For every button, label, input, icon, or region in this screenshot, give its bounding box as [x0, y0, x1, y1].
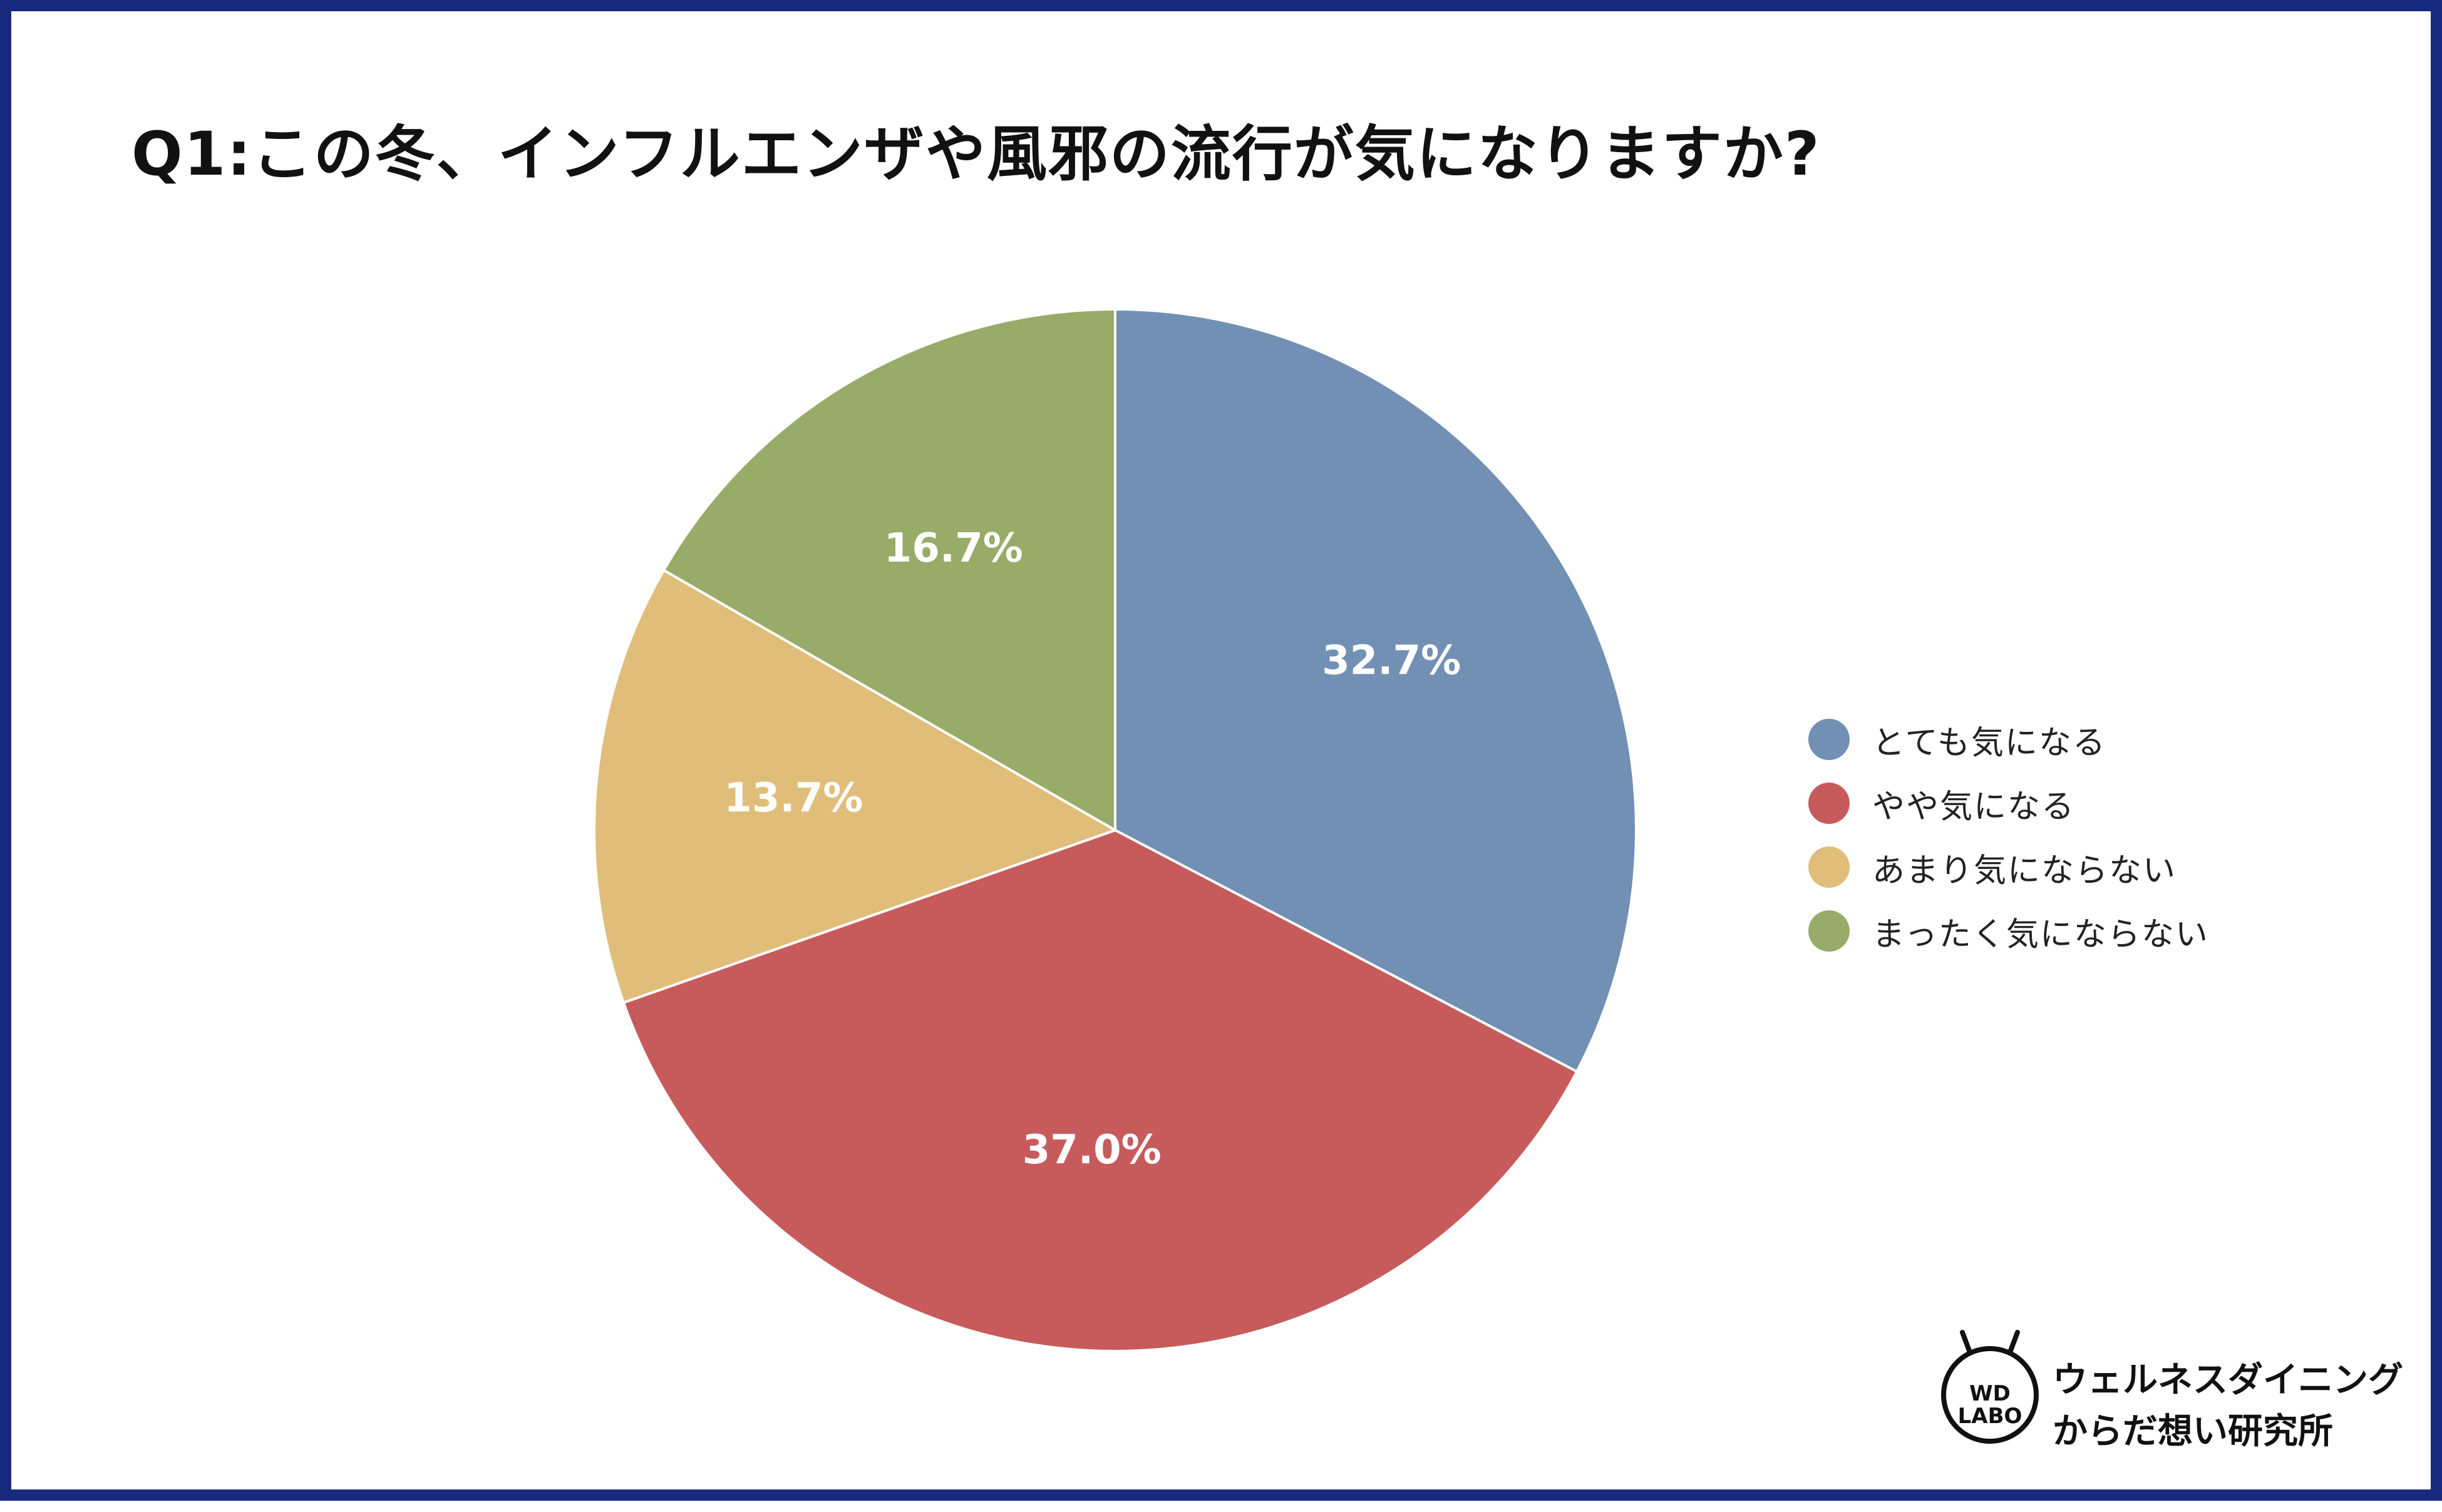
logo-text-line2: からだ想い研究所 [2053, 1411, 2333, 1452]
logo-mark-line2: LABO [1957, 1404, 2022, 1429]
wd-labo-logo: WD LABO ウェルネスダイニング からだ想い研究所 [1940, 1320, 2403, 1464]
pie-slice-2 [622, 828, 1579, 1353]
legend-item-4: まったく気にならない [1808, 899, 2209, 963]
pie-slice-label-2: 37.0% [1023, 1127, 1162, 1173]
legend-label-1: とても気になる [1872, 724, 2106, 762]
legend-item-2: やや気になる [1808, 771, 2209, 835]
legend-label-2: やや気になる [1872, 788, 2076, 826]
legend-swatch-2 [1808, 783, 1850, 824]
pie-chart: 32.7% 37.0% 13.7% 16.7% [593, 307, 1637, 1353]
legend-swatch-4 [1808, 910, 1850, 952]
chart-legend: とても気になる やや気になるあまり気にならない まったく気にならない [1808, 707, 2209, 963]
logo-mark-line1: WD [1969, 1381, 2011, 1406]
legend-label-4: まったく気にならない [1872, 915, 2209, 954]
pie-slice-1 [1114, 307, 1637, 1074]
logo-wordmark: ウェルネスダイニング からだ想い研究所 [2053, 1355, 2403, 1458]
pie-slice-3 [593, 568, 1118, 1004]
pie-slice-label-1: 32.7% [1322, 637, 1461, 684]
legend-label-3: あまり気にならない [1872, 851, 2177, 890]
legend-item-3: あまり気にならない [1808, 835, 2209, 899]
legend-swatch-1 [1808, 719, 1850, 760]
pie-slice-label-3: 13.7% [724, 775, 863, 821]
logo-mark-text: WD LABO [1940, 1382, 2040, 1427]
legend-swatch-3 [1808, 846, 1850, 888]
chart-title: Q1:この冬、インフルエンザや風邪の流行が気になりますか? [131, 119, 1821, 189]
legend-item-1: とても気になる [1808, 707, 2209, 771]
pie-slice-4 [662, 307, 1116, 833]
flask-icon [1941, 1330, 2039, 1444]
logo-text-line1: ウェルネスダイニング [2053, 1360, 2403, 1401]
pie-slice-label-4: 16.7% [884, 525, 1023, 572]
